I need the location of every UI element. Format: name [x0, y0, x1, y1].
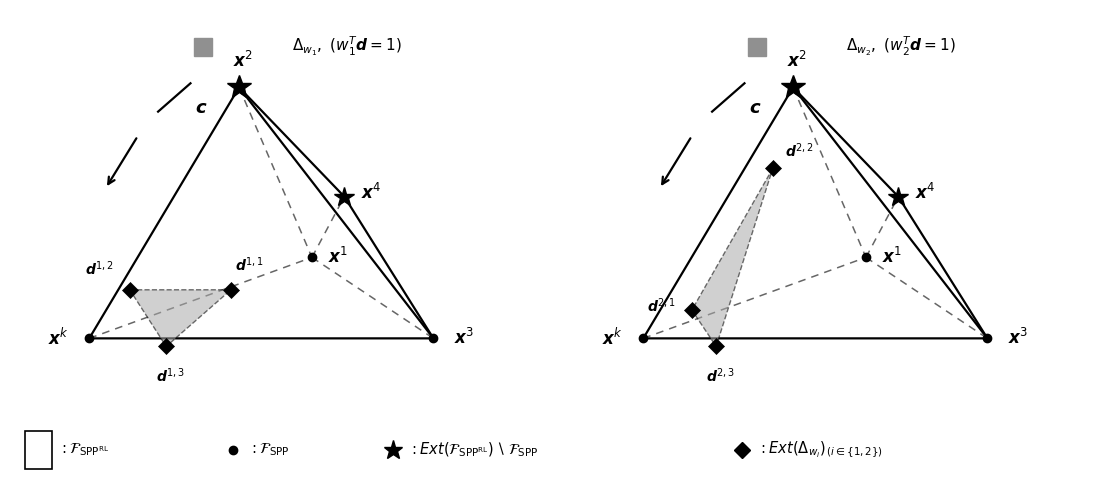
Bar	[25, 431, 52, 469]
Polygon shape	[691, 168, 772, 347]
Text: $\boldsymbol{d}^{1,1}$: $\boldsymbol{d}^{1,1}$	[235, 255, 264, 274]
Text: $\Delta_{\boldsymbol{w_2}},\ (w_2^T \boldsymbol{d} = 1)$: $\Delta_{\boldsymbol{w_2}},\ (w_2^T \bol…	[845, 35, 955, 58]
Text: $\boldsymbol{x}^3$: $\boldsymbol{x}^3$	[1007, 328, 1028, 348]
Text: $\boldsymbol{x}^4$: $\boldsymbol{x}^4$	[360, 183, 381, 202]
Text: $\boldsymbol{x}^2$: $\boldsymbol{x}^2$	[787, 51, 807, 71]
Text: $\boldsymbol{d}^{2,3}$: $\boldsymbol{d}^{2,3}$	[706, 367, 735, 385]
Text: $: \mathit{Ext}\left(\Delta_{\boldsymbol{w_i}}\right)_{\,(i \in \{1,2\})}$: $: \mathit{Ext}\left(\Delta_{\boldsymbol…	[758, 440, 883, 459]
Text: $: \mathcal{F}_{\mathsf{SPP}^{\mathsf{RL}}}$: $: \mathcal{F}_{\mathsf{SPP}^{\mathsf{RL…	[59, 441, 109, 458]
Text: $\boldsymbol{c}$: $\boldsymbol{c}$	[749, 99, 761, 117]
Polygon shape	[130, 290, 230, 347]
Text: $: \mathit{Ext}\left(\mathcal{F}_{\mathsf{SPP}^{\mathsf{RL}}}\right) \setminus \: $: \mathit{Ext}\left(\mathcal{F}_{\maths…	[409, 441, 538, 459]
Text: $\Delta_{\boldsymbol{w_1}},\ (w_1^T \boldsymbol{d} = 1)$: $\Delta_{\boldsymbol{w_1}},\ (w_1^T \bol…	[291, 35, 401, 58]
Text: $\boldsymbol{x}^1$: $\boldsymbol{x}^1$	[328, 247, 348, 268]
Text: $: \mathcal{F}_{\mathsf{SPP}}$: $: \mathcal{F}_{\mathsf{SPP}}$	[249, 441, 290, 458]
Text: $\boldsymbol{x}^k$: $\boldsymbol{x}^k$	[603, 328, 623, 349]
Text: $\boldsymbol{d}^{2,2}$: $\boldsymbol{d}^{2,2}$	[784, 142, 813, 160]
Text: $\boldsymbol{x}^k$: $\boldsymbol{x}^k$	[49, 328, 69, 349]
Text: $\boldsymbol{x}^3$: $\boldsymbol{x}^3$	[453, 328, 474, 348]
Text: $\boldsymbol{d}^{1,3}$: $\boldsymbol{d}^{1,3}$	[156, 367, 185, 385]
Text: $\boldsymbol{d}^{2,1}$: $\boldsymbol{d}^{2,1}$	[647, 297, 676, 315]
Text: $\boldsymbol{x}^2$: $\boldsymbol{x}^2$	[233, 51, 253, 71]
Text: $\boldsymbol{c}$: $\boldsymbol{c}$	[195, 99, 207, 117]
Text: $\boldsymbol{d}^{1,2}$: $\boldsymbol{d}^{1,2}$	[85, 259, 113, 278]
Text: $\boldsymbol{x}^1$: $\boldsymbol{x}^1$	[882, 247, 902, 268]
Text: $\boldsymbol{x}^4$: $\boldsymbol{x}^4$	[914, 183, 935, 202]
